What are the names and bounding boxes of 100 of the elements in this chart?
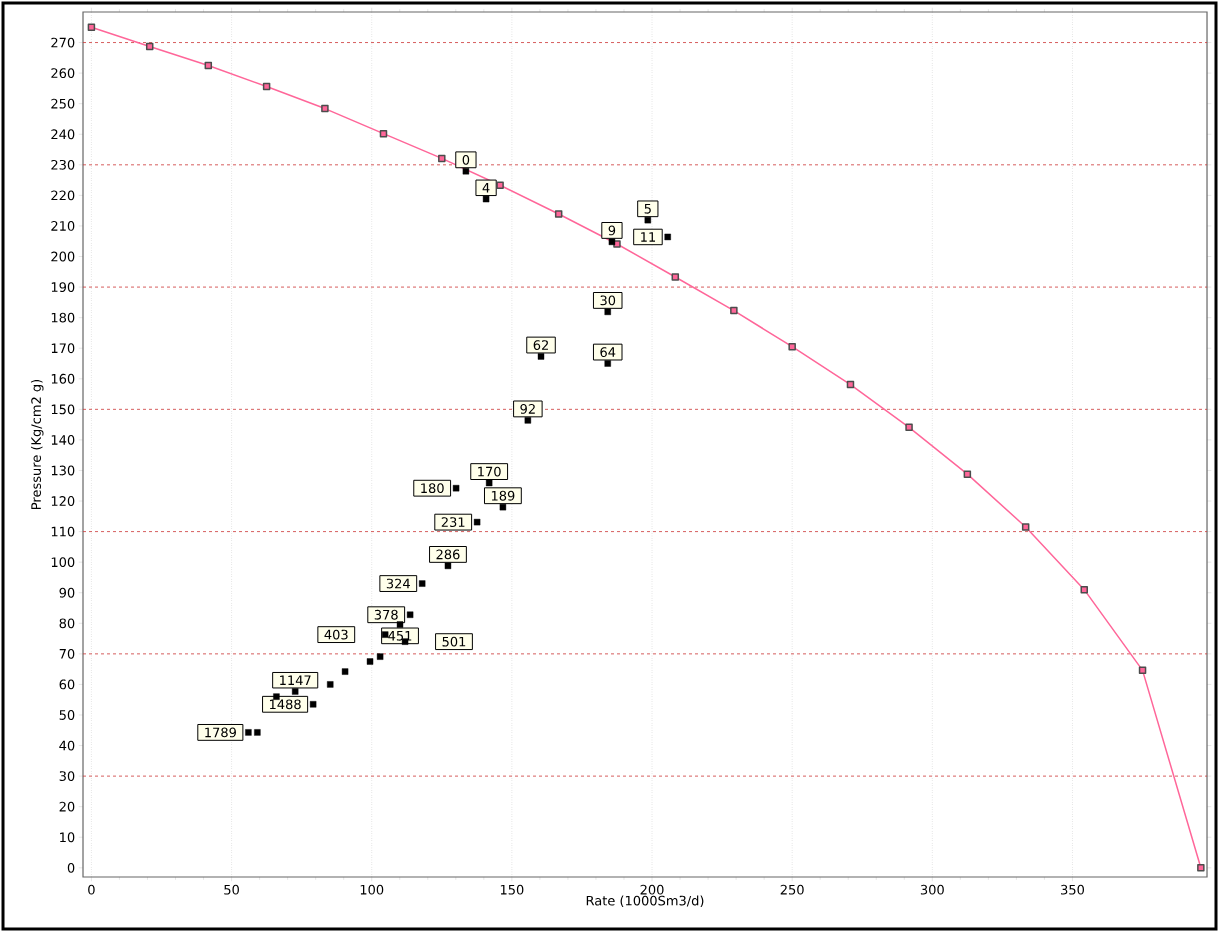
y-tick-label: 0 [67, 862, 75, 873]
point [87, 23, 96, 32]
point [1197, 864, 1205, 872]
point [376, 653, 384, 660]
point [145, 42, 154, 51]
point [418, 580, 426, 587]
y-tick-label: 180 [51, 312, 75, 323]
point [604, 308, 611, 316]
point [262, 82, 271, 91]
point [730, 306, 738, 315]
y-tick-label: 30 [59, 771, 75, 782]
y-tick-label: 50 [59, 710, 75, 720]
point [254, 729, 261, 736]
point [604, 360, 611, 367]
point [321, 104, 329, 113]
x-tick-label: 150 [500, 884, 524, 895]
y-tick-label: 60 [59, 679, 75, 690]
point [309, 701, 317, 708]
annotation: 324 [386, 578, 410, 589]
x-tick-label: 300 [920, 884, 944, 895]
y-tick-label: 40 [59, 740, 75, 751]
annotation: 0 [462, 154, 470, 165]
x-tick-label: 0 [88, 884, 95, 895]
annotation: 62 [533, 340, 548, 350]
y-tick-label: 10 [60, 832, 75, 843]
point [366, 658, 374, 665]
annotation: 231 [441, 517, 465, 528]
annotation: 30 [600, 295, 616, 306]
y-tick-label: 200 [51, 251, 75, 262]
annotation: 4 [482, 183, 490, 193]
point [496, 181, 504, 190]
point [846, 380, 855, 389]
y-tick-label: 160 [51, 373, 75, 384]
y-tick-label: 150 [51, 404, 75, 415]
y-tick-label: 130 [51, 465, 75, 476]
point [245, 729, 252, 736]
point [438, 154, 446, 163]
y-tick-label: 230 [51, 159, 75, 170]
y-tick-label: 20 [59, 801, 75, 812]
annotation: 9 [608, 225, 616, 236]
point [1080, 585, 1088, 594]
point [1138, 666, 1147, 675]
x-tick-label: 250 [780, 884, 804, 895]
y-tick-label: 80 [59, 618, 75, 629]
y-tick-label: 140 [51, 434, 75, 445]
x-axis-title: Rate (1000Sm3/d) [586, 895, 704, 908]
point [482, 195, 490, 203]
annotation: 5 [644, 203, 651, 214]
point [788, 342, 796, 351]
x-tick-label: 350 [1061, 884, 1085, 895]
point [473, 518, 481, 526]
point [462, 168, 470, 175]
annotation: 11 [641, 232, 656, 242]
point [444, 562, 452, 570]
point [905, 423, 913, 432]
point [379, 129, 388, 138]
annotation: 501 [442, 636, 466, 647]
y-tick-label: 120 [51, 496, 75, 506]
x-tick-label: 100 [360, 884, 384, 895]
annotation: 64 [600, 347, 616, 357]
annotation: 189 [491, 490, 515, 501]
y-tick-label: 100 [51, 557, 75, 568]
y-tick-label: 70 [59, 648, 75, 659]
x-tick-label: 50 [224, 884, 239, 895]
y-tick-label: 170 [51, 343, 75, 354]
point [292, 688, 299, 695]
y-tick-label: 190 [51, 282, 75, 292]
annotation: 170 [478, 466, 501, 477]
point [204, 61, 213, 70]
point [406, 611, 414, 618]
point [664, 233, 671, 241]
annotation: 1789 [205, 727, 236, 738]
annotation: 1147 [280, 675, 311, 685]
point [396, 621, 404, 628]
point [341, 668, 349, 675]
point [524, 417, 532, 424]
annotation: 1488 [269, 699, 301, 710]
y-tick-label: 270 [51, 37, 75, 48]
y-tick-label: 90 [59, 587, 75, 598]
annotation: 92 [520, 404, 535, 414]
annotation: 378 [374, 609, 398, 620]
point [1021, 523, 1030, 531]
annotation: 286 [436, 549, 460, 560]
y-axis-title: Pressure (Kg/cm2 g) [30, 379, 44, 509]
y-tick-label: 250 [51, 98, 75, 109]
y-tick-label: 110 [51, 526, 75, 537]
point [327, 681, 334, 688]
point [963, 470, 972, 478]
point [644, 216, 652, 224]
annotation: 403 [324, 629, 348, 640]
point [554, 210, 563, 218]
point [671, 273, 680, 281]
point [485, 479, 493, 487]
y-tick-label: 260 [51, 68, 75, 79]
point [452, 485, 460, 492]
point [499, 503, 507, 511]
point [537, 353, 545, 360]
y-tick-label: 240 [51, 129, 75, 140]
y-tick-label: 220 [51, 190, 75, 201]
x-tick-label: 200 [640, 884, 664, 895]
